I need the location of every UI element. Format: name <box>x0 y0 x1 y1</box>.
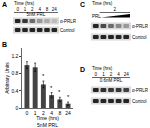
svg-text:Control: Control <box>60 28 75 33</box>
svg-text:B: B <box>2 41 7 48</box>
svg-text:α-PRLR: α-PRLR <box>60 19 77 24</box>
svg-text:2: 2 <box>114 7 117 12</box>
svg-text:4: 4 <box>50 110 53 116</box>
svg-text:PRL: PRL <box>92 14 101 19</box>
svg-text:Control: Control <box>132 35 147 40</box>
svg-text:2: 2 <box>110 72 113 77</box>
svg-text:0.6nM PRL: 0.6nM PRL <box>100 78 123 83</box>
svg-text:0.8: 0.8 <box>11 70 18 76</box>
svg-text:*: * <box>67 94 70 100</box>
svg-text:α-PRLR: α-PRLR <box>132 88 149 93</box>
svg-text:Time (hrs)5nM PRL: Time (hrs)5nM PRL <box>36 116 59 128</box>
svg-text:Time (hrs): Time (hrs) <box>14 1 35 6</box>
svg-text:8: 8 <box>58 110 61 116</box>
svg-text:0: 0 <box>16 105 19 111</box>
svg-text:*: * <box>58 89 61 95</box>
svg-text:4: 4 <box>38 7 41 12</box>
svg-text:8: 8 <box>46 7 49 12</box>
svg-text:Time (hrs): Time (hrs) <box>92 66 113 71</box>
svg-text:C: C <box>80 1 85 8</box>
svg-text:4: 4 <box>117 72 120 77</box>
svg-text:D: D <box>80 66 85 73</box>
svg-text:*: * <box>50 85 53 91</box>
svg-text:1: 1 <box>34 110 37 116</box>
svg-text:A: A <box>2 1 7 8</box>
svg-text:5nM PRL: 5nM PRL <box>27 12 46 17</box>
svg-text:0: 0 <box>95 72 98 77</box>
svg-text:1: 1 <box>24 7 27 12</box>
svg-text:2: 2 <box>31 7 34 12</box>
svg-text:Arbitrary Units: Arbitrary Units <box>4 62 10 94</box>
svg-text:0.4: 0.4 <box>11 88 18 94</box>
svg-text:1: 1 <box>102 72 105 77</box>
svg-text:0: 0 <box>16 7 19 12</box>
svg-text:1.2: 1.2 <box>11 53 18 59</box>
svg-text:Time (hrs): Time (hrs) <box>92 1 113 6</box>
svg-text:24: 24 <box>124 72 130 77</box>
svg-text:24: 24 <box>52 7 58 12</box>
svg-text:*: * <box>42 73 45 79</box>
svg-text:2: 2 <box>42 110 45 116</box>
svg-text:α-PRLR: α-PRLR <box>132 24 149 29</box>
svg-text:Control: Control <box>132 99 147 104</box>
svg-text:24: 24 <box>65 110 71 116</box>
svg-text:0: 0 <box>26 110 29 116</box>
